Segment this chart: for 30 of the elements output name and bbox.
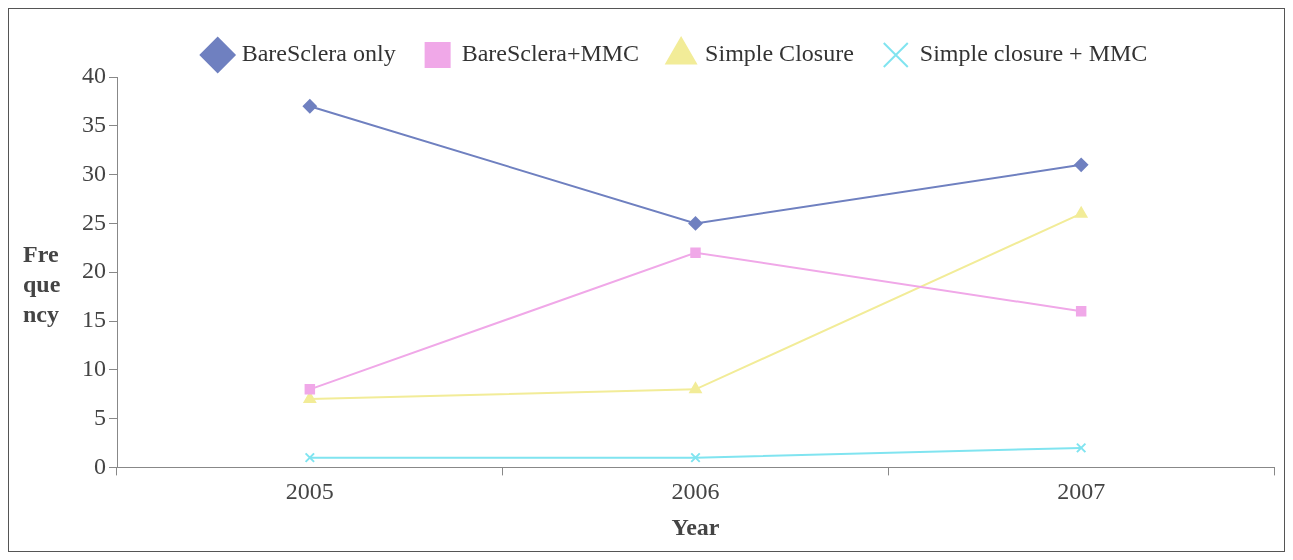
point: [303, 392, 317, 404]
x-tick-label: 2006: [671, 478, 720, 505]
y-tick-label: 35: [82, 111, 106, 138]
y-tick-label: 10: [82, 355, 106, 382]
x-axis-title: Year: [671, 513, 720, 540]
point: [1075, 306, 1087, 317]
y-tick-label: 5: [94, 403, 106, 430]
legend-label: Simple closure + MMC: [919, 40, 1148, 67]
point: [690, 247, 701, 258]
point: [690, 452, 701, 463]
x-tick-label: 2007: [1057, 478, 1106, 505]
y-tick-label: 25: [82, 208, 106, 235]
point: [1075, 442, 1087, 454]
y-tick-label: 30: [82, 159, 106, 186]
y-tick-label: 20: [82, 257, 106, 284]
point: [1074, 157, 1089, 172]
point: [1074, 206, 1088, 218]
point: [689, 382, 702, 394]
point: [688, 216, 703, 231]
y-tick-label: 0: [94, 452, 106, 479]
legend-label: BareSclera+MMC: [461, 40, 640, 67]
legend-label: Simple Closure: [705, 40, 854, 67]
point: [304, 452, 316, 463]
point: [304, 384, 316, 395]
point: [302, 99, 317, 114]
y-tick-label: 40: [82, 62, 106, 89]
y-tick-label: 15: [82, 306, 106, 333]
legend-label: BareSclera only: [241, 40, 396, 67]
y-axis-title: Frequency: [23, 240, 62, 329]
x-tick-label: 2005: [285, 478, 334, 505]
